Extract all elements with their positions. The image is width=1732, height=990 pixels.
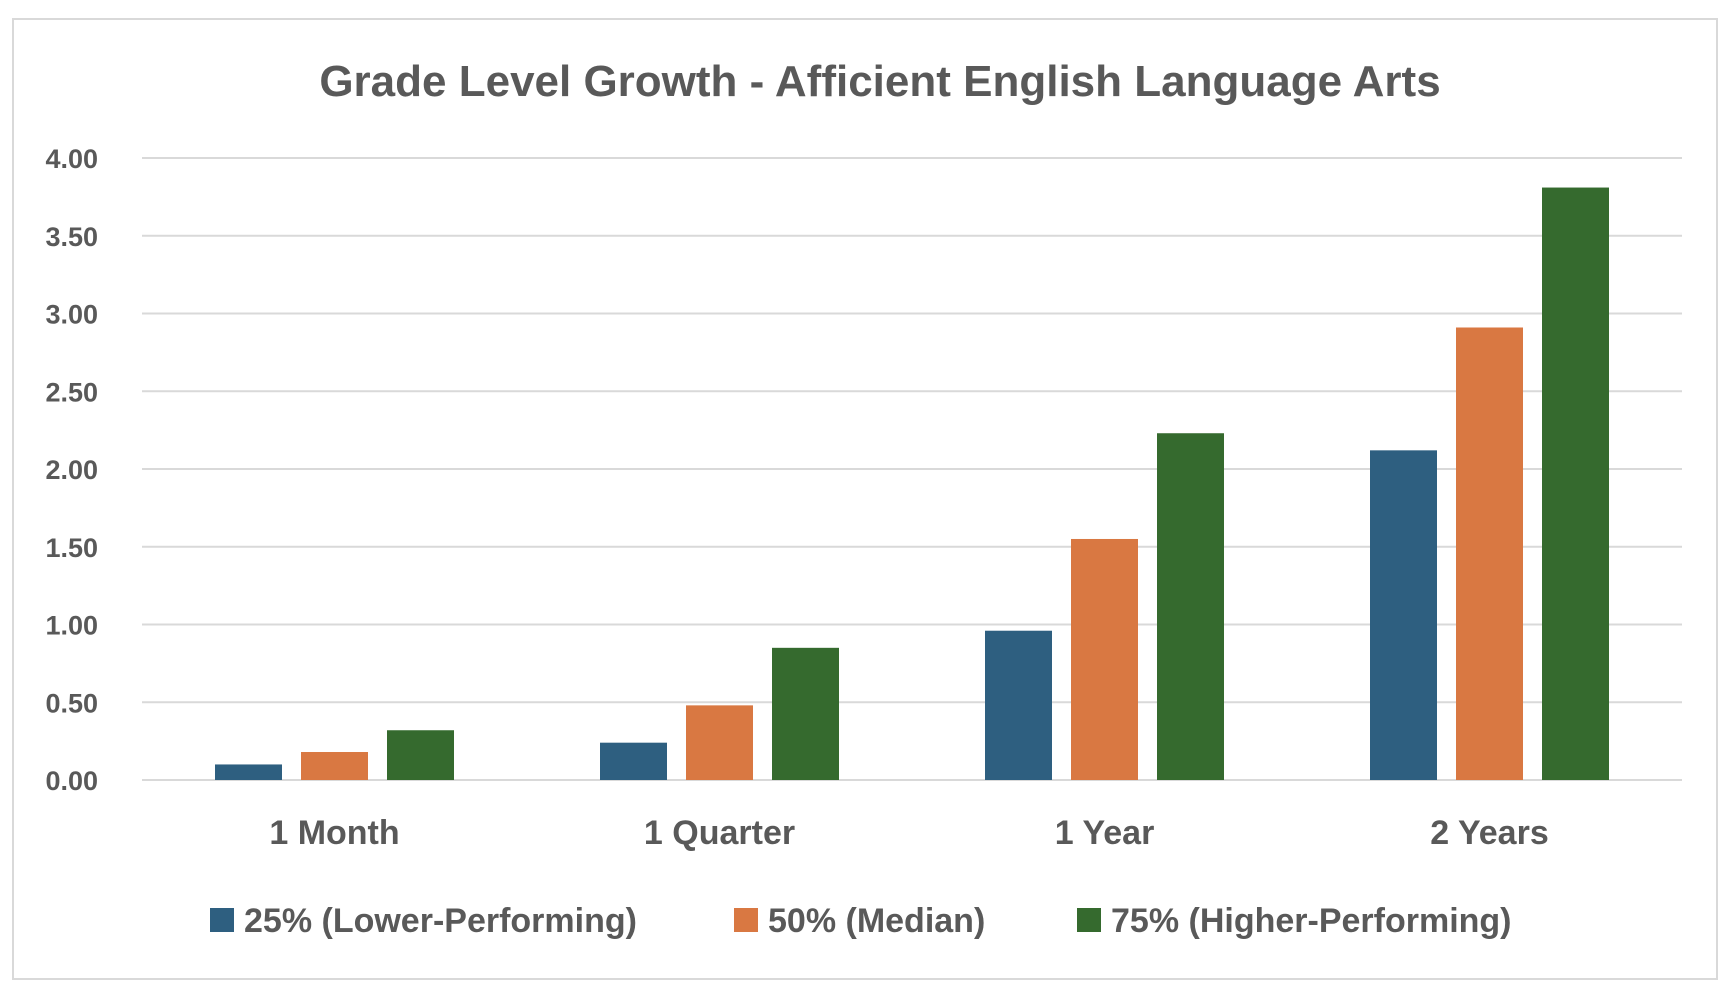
- bar: [215, 764, 282, 780]
- y-tick-label: 0.00: [45, 766, 98, 796]
- bar: [1071, 538, 1138, 780]
- y-tick-label: 4.00: [45, 144, 98, 174]
- legend-swatch: [210, 908, 234, 932]
- chart-title: Grade Level Growth - Afficient English L…: [319, 57, 1440, 106]
- legend-item: 75% (Higher-Performing): [1077, 902, 1512, 940]
- bar: [772, 647, 839, 780]
- legend-label: 50% (Median): [768, 902, 985, 940]
- x-tick-label: 2 Years: [1430, 814, 1549, 852]
- x-tick-label: 1 Quarter: [644, 814, 795, 852]
- legend-swatch: [734, 908, 758, 932]
- y-tick-label: 3.00: [45, 300, 98, 330]
- x-tick-label: 1 Month: [269, 814, 399, 852]
- x-axis-ticks: 1 Month 1 Quarter 1 Year 2 Years: [269, 814, 1548, 852]
- legend: 25% (Lower-Performing) 50% (Median) 75% (H…: [210, 902, 1512, 940]
- y-tick-label: 2.00: [45, 455, 98, 485]
- legend-item: 50% (Median): [734, 902, 985, 940]
- x-tick-label: 1 Year: [1055, 814, 1155, 852]
- y-tick-label: 0.50: [45, 688, 98, 718]
- bar: [1157, 433, 1224, 780]
- legend-swatch: [1077, 908, 1101, 932]
- y-tick-label: 3.50: [45, 222, 98, 252]
- bar: [600, 742, 667, 780]
- bar: [387, 730, 454, 780]
- bar: [686, 705, 753, 780]
- bar: [1456, 327, 1523, 780]
- gridlines: [142, 157, 1682, 781]
- y-tick-label: 1.50: [45, 533, 98, 563]
- bar: [985, 630, 1052, 780]
- legend-item: 25% (Lower-Performing): [210, 902, 637, 940]
- bars: [215, 187, 1609, 781]
- legend-label: 25% (Lower-Performing): [244, 902, 637, 940]
- bar: [1370, 450, 1437, 780]
- y-axis-ticks: 0.00 0.50 1.00 1.50 2.00 2.50 3.00 3.50 4.00: [45, 144, 98, 796]
- bar: [301, 752, 368, 780]
- bar: [1542, 187, 1609, 781]
- legend-label: 75% (Higher-Performing): [1111, 902, 1512, 940]
- y-tick-label: 2.50: [45, 377, 98, 407]
- y-tick-label: 1.00: [45, 611, 98, 641]
